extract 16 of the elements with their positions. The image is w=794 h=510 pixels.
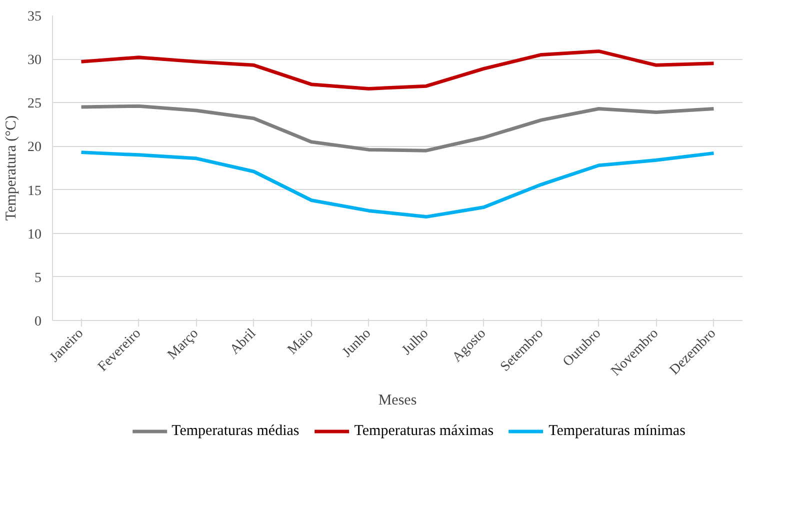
y-tick-label: 10 — [28, 227, 42, 242]
line-series — [80, 150, 716, 219]
line-series — [80, 49, 716, 90]
y-tick-label: 0 — [34, 314, 42, 330]
y-tick-label: 25 — [28, 96, 42, 112]
y-tick-label: 30 — [28, 53, 42, 68]
y-axis-title: Temperatura (°C) — [4, 115, 20, 221]
legend-label: Temperaturas médias — [172, 422, 300, 440]
y-tick-label: 15 — [28, 184, 42, 199]
legend-label: Temperaturas mínimas — [548, 422, 686, 440]
y-tick-label: 35 — [28, 10, 42, 24]
legend-label: Temperaturas máximas — [354, 422, 494, 440]
line-series — [80, 104, 716, 152]
y-tick-label: 20 — [28, 140, 42, 156]
x-axis-title: Meses — [378, 392, 417, 408]
y-tick-label: 5 — [34, 270, 42, 286]
